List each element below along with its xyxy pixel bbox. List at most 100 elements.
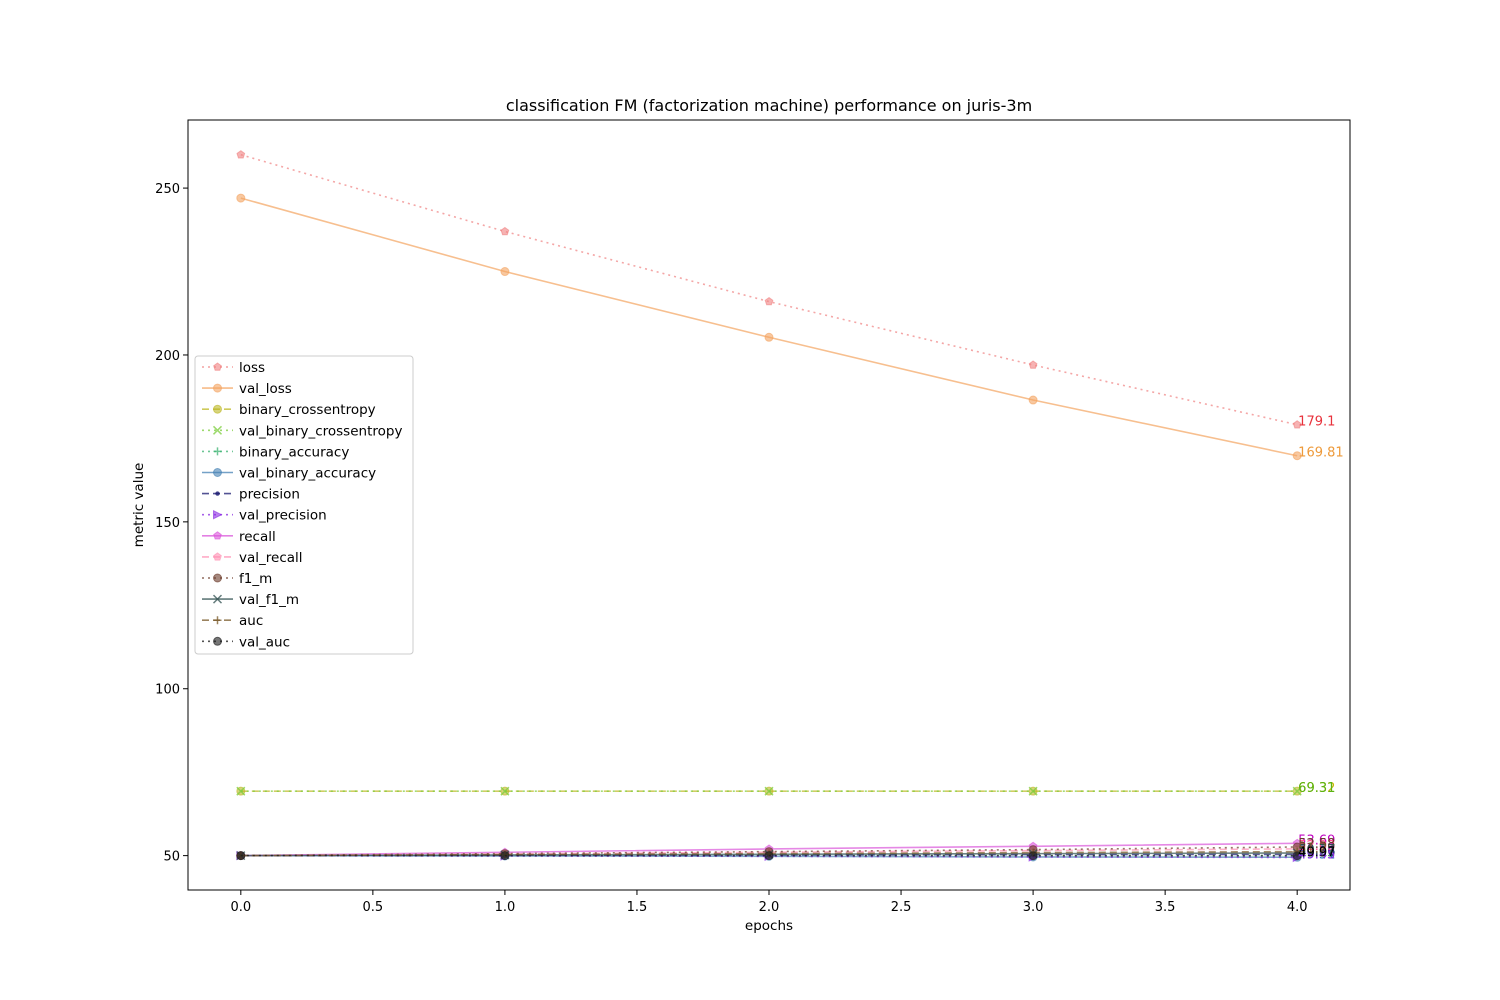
- x-tick-label: 3.0: [1023, 900, 1044, 915]
- data-point-val-loss: [1292, 451, 1302, 461]
- data-point-val-loss: [1028, 395, 1038, 405]
- y-tick-label: 100: [155, 683, 180, 698]
- x-tick-label: 0.0: [230, 900, 251, 915]
- end-value-label: 49.97: [1298, 846, 1335, 861]
- legend-item: val_binary_crossentropy: [202, 423, 402, 439]
- legend-label: binary_crossentropy: [239, 402, 376, 418]
- x-axis-title: epochs: [745, 918, 793, 934]
- data-point-val-loss: [236, 193, 246, 203]
- end-value-label: 69.31: [1298, 781, 1335, 796]
- legend-label: val_recall: [239, 550, 303, 566]
- data-point-loss: [500, 226, 510, 236]
- data-point-loss: [764, 296, 774, 306]
- data-point-val-binary-crossentropy: [500, 786, 510, 796]
- end-value-label: 51.2: [1298, 842, 1327, 857]
- y-tick-label: 250: [155, 182, 180, 197]
- data-point-loss: [1292, 420, 1302, 429]
- legend-marker: [213, 404, 222, 414]
- legend-item: val_auc: [202, 634, 290, 650]
- legend-item: val_f1_m: [202, 592, 299, 608]
- legend-item: binary_crossentropy: [202, 402, 376, 418]
- data-point-val-auc: [764, 851, 774, 861]
- data-point-val-loss: [764, 332, 774, 342]
- data-point-val-auc: [236, 851, 246, 861]
- legend-marker: [215, 491, 220, 496]
- end-value-label: 179.1: [1298, 415, 1335, 430]
- legend-marker: [213, 616, 222, 625]
- data-point-val-binary-crossentropy: [1028, 786, 1038, 796]
- legend-marker: [213, 447, 222, 456]
- x-tick-label: 4.0: [1287, 900, 1308, 915]
- legend-marker: [213, 362, 222, 371]
- data-point-val-auc: [500, 851, 510, 861]
- legend-box: [194, 355, 414, 655]
- end-value-label: 169.81: [1298, 446, 1344, 461]
- legend-label: val_precision: [239, 508, 327, 524]
- legend-label: val_binary_crossentropy: [239, 423, 402, 439]
- x-tick-label: 2.5: [891, 900, 912, 915]
- legend-marker: [212, 425, 223, 435]
- y-axis-ticks: 50 100 150 200 250: [155, 182, 188, 865]
- end-value-label: 53.69: [1298, 833, 1335, 848]
- x-tick-label: 3.5: [1155, 900, 1176, 915]
- end-value-label: 49.51: [1298, 847, 1335, 862]
- legend-marker: [213, 383, 222, 393]
- legend-marker: [213, 573, 222, 583]
- legend-label: val_binary_accuracy: [239, 466, 376, 482]
- legend-item: f1_m: [202, 571, 272, 587]
- legend-label: val_auc: [239, 634, 290, 650]
- data-point-val-loss: [500, 267, 510, 277]
- end-value-label: 69.32: [1298, 781, 1335, 796]
- chart-title: classification FM (factorization machine…: [506, 96, 1032, 115]
- data-point-loss: [236, 150, 246, 159]
- legend-marker: [213, 531, 222, 540]
- legend-item: loss: [202, 360, 265, 376]
- legend-item: val_recall: [202, 550, 303, 566]
- legend-label: f1_m: [239, 571, 272, 587]
- legend: loss val_loss binary_crossentropy val_binar…: [194, 355, 414, 655]
- end-value-label: 52.03: [1298, 839, 1335, 854]
- series-val-auc: [236, 851, 1302, 861]
- legend-item: precision: [202, 487, 300, 503]
- legend-marker: [213, 509, 223, 520]
- legend-marker: [213, 552, 222, 561]
- end-value-label: 50.03: [1298, 846, 1335, 861]
- end-value-label: 50.36: [1298, 844, 1335, 859]
- y-axis-title: metric value: [131, 463, 147, 548]
- legend-marker: [212, 594, 223, 604]
- x-axis-ticks: 0.0 0.5 1.0 1.5 2.0 2.5 3.0 3.5 4.0: [230, 890, 1308, 915]
- legend-label: auc: [239, 613, 263, 629]
- legend-label: val_f1_m: [239, 592, 299, 608]
- data-point-val-binary-crossentropy: [1292, 786, 1302, 796]
- legend-marker: [213, 468, 222, 477]
- series-val-loss: [236, 193, 1302, 461]
- y-tick-label: 150: [155, 516, 180, 531]
- legend-label: recall: [239, 529, 276, 545]
- plot-area: [236, 150, 1303, 863]
- series-val-binary-crossentropy: [236, 786, 1302, 796]
- legend-label: val_loss: [239, 381, 292, 397]
- legend-label: precision: [239, 487, 300, 503]
- end-value-label: 52.58: [1298, 837, 1335, 852]
- legend-item: val_loss: [202, 381, 292, 397]
- y-tick-label: 50: [163, 850, 180, 865]
- end-value-label: 49.45: [1298, 847, 1335, 862]
- end-value-label: 50.77: [1298, 843, 1335, 858]
- legend-item: auc: [202, 613, 263, 629]
- data-point-val-binary-crossentropy: [236, 786, 246, 796]
- data-point-loss: [1028, 360, 1038, 369]
- legend-item: val_binary_accuracy: [202, 466, 376, 482]
- legend-item: binary_accuracy: [202, 444, 349, 460]
- y-tick-label: 200: [155, 349, 180, 364]
- legend-item: recall: [202, 529, 276, 545]
- x-tick-label: 1.0: [495, 900, 516, 915]
- x-tick-label: 0.5: [363, 900, 384, 915]
- data-point-val-auc: [1292, 851, 1302, 861]
- legend-item: val_precision: [202, 508, 327, 524]
- legend-marker: [213, 636, 222, 646]
- legend-label: binary_accuracy: [239, 444, 349, 460]
- data-point-val-binary-crossentropy: [764, 786, 774, 796]
